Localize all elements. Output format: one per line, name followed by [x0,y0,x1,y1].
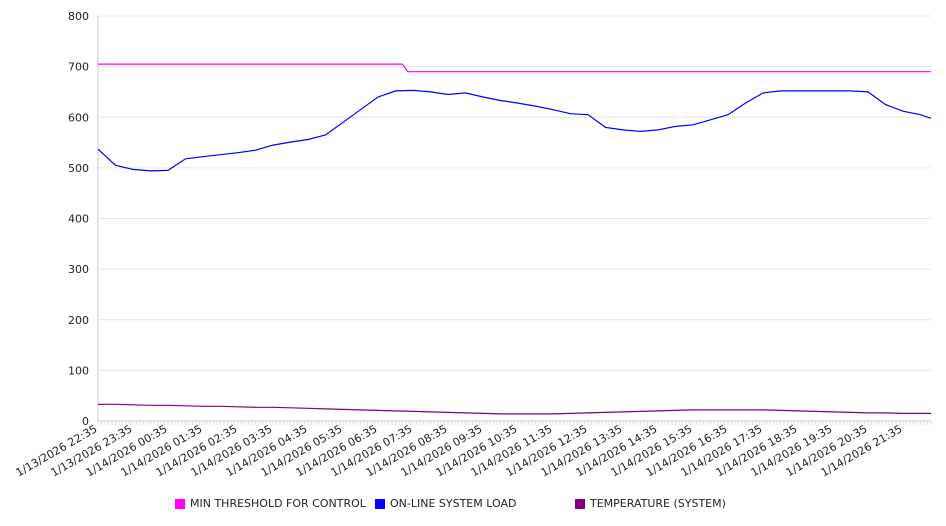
y-tick-label: 700 [68,61,89,74]
y-tick-label: 500 [68,162,89,175]
load-swatch [375,498,385,509]
y-tick-label: 300 [68,263,89,276]
legend-label: MIN THRESHOLD FOR CONTROL [190,497,366,510]
y-tick-label: 600 [68,111,89,124]
threshold-swatch [175,498,185,509]
y-tick-label: 0 [82,415,89,428]
legend-item-load[interactable]: ON-LINE SYSTEM LOAD [375,497,516,510]
legend-label: TEMPERATURE (SYSTEM) [590,497,726,510]
temperature-swatch [575,498,585,509]
y-tick-label: 800 [68,10,89,23]
y-tick-label: 400 [68,213,89,226]
legend-label: ON-LINE SYSTEM LOAD [390,497,517,510]
y-tick-label: 100 [68,364,89,377]
temperature-line[interactable] [98,403,931,415]
legend-item-threshold[interactable]: MIN THRESHOLD FOR CONTROL [175,497,366,510]
legend-item-temperature[interactable]: TEMPERATURE (SYSTEM) [575,497,726,510]
y-tick-label: 200 [68,314,89,327]
threshold-line[interactable] [98,63,931,73]
load-line[interactable] [97,89,932,172]
